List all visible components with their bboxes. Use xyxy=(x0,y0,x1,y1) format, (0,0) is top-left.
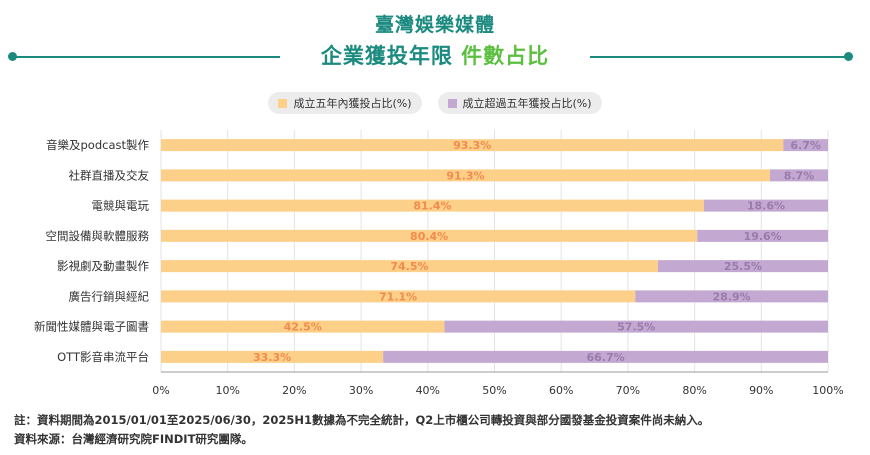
x-tick-label-20: 20% xyxy=(282,384,306,397)
x-tick-label-80: 80% xyxy=(682,384,706,397)
data-label-s2-1: 8.7% xyxy=(784,169,815,182)
legend-label-series-2: 成立超過五年獲投占比(%) xyxy=(462,97,592,110)
bar-s1-7 xyxy=(161,350,384,363)
x-tick-label-60: 60% xyxy=(549,384,573,397)
data-label-s1-7: 33.3% xyxy=(253,351,291,364)
bar-s1-3 xyxy=(161,229,698,242)
bar-s2-4 xyxy=(657,260,828,273)
x-tick-label-50: 50% xyxy=(482,384,506,397)
data-label-s1-2: 81.4% xyxy=(413,200,451,213)
category-label-6: 新聞性媒體與電子圖書 xyxy=(34,320,149,334)
x-tick-label-30: 30% xyxy=(349,384,373,397)
bar-s2-3 xyxy=(697,229,828,242)
bar-s1-4 xyxy=(161,260,658,273)
bar-s1-5 xyxy=(161,290,636,303)
data-label-s1-0: 93.3% xyxy=(453,139,491,152)
legend: 成立五年內獲投占比(%) 成立超過五年獲投占比(%) xyxy=(0,92,870,114)
data-label-s2-4: 25.5% xyxy=(724,260,762,273)
data-label-s2-3: 19.6% xyxy=(744,230,782,243)
subtitle-prefix: 企業獲投年限 xyxy=(320,44,462,68)
category-label-0: 音樂及podcast製作 xyxy=(46,138,150,152)
category-label-1: 社群直播及交友 xyxy=(69,168,150,182)
bar-s2-1 xyxy=(769,169,828,182)
data-label-s1-5: 71.1% xyxy=(379,290,417,303)
subtitle-highlight: 件數占比 xyxy=(461,44,550,68)
legend-label-series-1: 成立五年內獲投占比(%) xyxy=(293,97,412,110)
bar-s1-1 xyxy=(161,169,770,182)
data-label-s1-4: 74.5% xyxy=(390,260,428,273)
title-right-line xyxy=(590,56,848,58)
data-label-s2-6: 57.5% xyxy=(617,321,655,334)
bar-s1-6 xyxy=(161,320,445,333)
legend-item-series-2: 成立超過五年獲投占比(%) xyxy=(437,92,602,114)
x-tick-label-100: 100% xyxy=(812,384,843,397)
x-tick-label-0: 0% xyxy=(152,384,169,397)
bar-s2-5 xyxy=(635,290,828,303)
category-label-7: OTT影音串流平台 xyxy=(57,350,149,364)
data-label-s2-7: 66.7% xyxy=(586,351,624,364)
data-label-s2-2: 18.6% xyxy=(747,200,785,213)
footer-note: 註：資料期間為2015/01/01至2025/06/30，2025H1數據為不完… xyxy=(14,413,710,427)
data-label-s1-1: 91.3% xyxy=(446,169,484,182)
legend-item-series-1: 成立五年內獲投占比(%) xyxy=(268,92,422,114)
title-left-line xyxy=(12,56,280,58)
bar-s2-7 xyxy=(383,350,828,363)
category-label-2: 電競與電玩 xyxy=(92,199,150,213)
bar-s2-6 xyxy=(444,320,828,333)
category-label-4: 影視劇及動畫製作 xyxy=(57,259,149,273)
legend-swatch-series-1 xyxy=(278,98,288,108)
legend-swatch-series-2 xyxy=(447,98,457,108)
chart-subtitle: 企業獲投年限 件數占比 xyxy=(0,40,870,70)
title-right-dot xyxy=(844,52,853,61)
bar-s1-2 xyxy=(161,199,704,212)
data-label-s2-5: 28.9% xyxy=(713,290,751,303)
category-label-3: 空間設備與軟體服務 xyxy=(46,229,150,243)
x-tick-label-70: 70% xyxy=(616,384,640,397)
data-label-s1-6: 42.5% xyxy=(284,321,322,334)
x-tick-label-10: 10% xyxy=(215,384,239,397)
bar-s2-2 xyxy=(703,199,828,212)
chart-title: 臺灣娛樂媒體 xyxy=(374,14,495,36)
data-label-s1-3: 80.4% xyxy=(410,230,448,243)
footer-source: 資料來源：台灣經濟研究院FINDIT研究團隊。 xyxy=(14,432,253,446)
bar-s1-0 xyxy=(161,139,784,152)
x-tick-label-90: 90% xyxy=(749,384,773,397)
bar-s2-0 xyxy=(783,139,828,152)
data-label-s2-0: 6.7% xyxy=(790,139,821,152)
x-tick-label-40: 40% xyxy=(416,384,440,397)
category-label-5: 廣告行銷與經紀 xyxy=(69,289,150,303)
